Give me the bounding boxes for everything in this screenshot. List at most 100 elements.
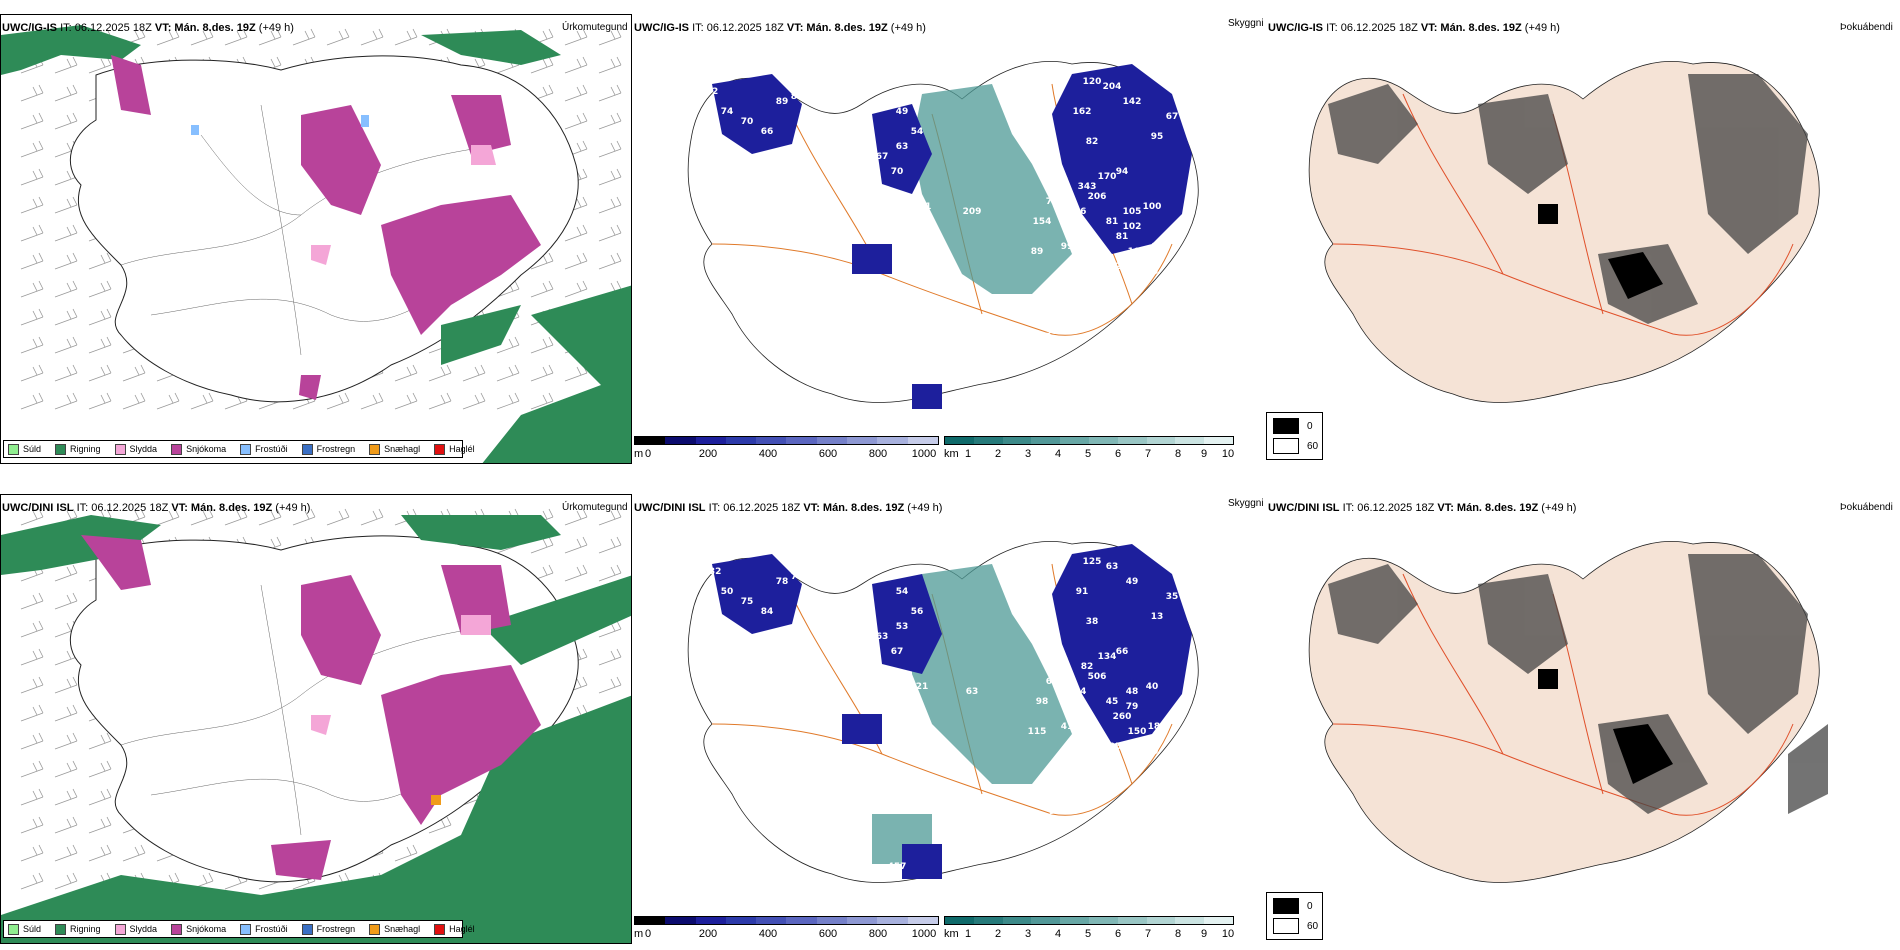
legend-label: Snæhagl (384, 924, 421, 934)
fog-swatch (1273, 898, 1299, 914)
cloud-height-label: 84 (761, 607, 774, 617)
wind-barb (88, 336, 112, 354)
legend-swatch (171, 923, 183, 935)
cloudbase-tick: 200 (698, 448, 718, 460)
wind-barb (598, 112, 622, 130)
valid-time: Mán. 8.des. 19Z (1456, 502, 1539, 514)
cloud-height-label: 74 (721, 107, 734, 117)
cloud-height-label: 37 (891, 382, 904, 392)
legend-label: Frostúði (255, 924, 288, 934)
fog-legend-item: 60 (1273, 438, 1318, 454)
cloud-height-label: 66 (1116, 647, 1129, 657)
cloud-height-label: 87 (1056, 177, 1069, 187)
legend-swatch (240, 923, 252, 935)
wind-barb (530, 364, 554, 382)
wind-barb (54, 816, 78, 834)
lead-time: (+49 h) (890, 22, 926, 34)
cloud-height-label: 132 (1103, 262, 1122, 272)
wind-barb (122, 364, 146, 382)
legend-item: Haglél (434, 923, 475, 935)
cloud-height-label: 90 (1146, 747, 1159, 757)
model-name: UWC/IG-IS (634, 22, 689, 34)
wind-barb (190, 28, 214, 46)
legend-swatch (8, 923, 19, 935)
cloud-height-label: 56 (911, 607, 924, 617)
cloud-height-label: 132 (703, 567, 722, 577)
cloud-height-label: 65 (856, 612, 869, 622)
wind-barb (20, 364, 44, 382)
lead-time: (+49 h) (258, 22, 294, 34)
visibility-tick: 7 (1144, 928, 1152, 940)
wind-barb (20, 140, 44, 158)
cloud-height-label: 54 (896, 587, 909, 597)
cloudbase-tick: 600 (818, 928, 838, 940)
visibility-tick: 4 (1054, 928, 1062, 940)
wind-barb (54, 308, 78, 326)
cloud-height-label: 105 (1123, 207, 1142, 217)
legend-item: Rigning (55, 923, 101, 935)
legend-swatch (55, 443, 67, 455)
wind-barb (54, 112, 78, 130)
legend-label: Slydda (129, 924, 158, 934)
cloud-height-label: 76 (1046, 197, 1059, 207)
wind-barb (54, 564, 78, 582)
cloud-height-label: 99 (1061, 242, 1074, 252)
cloud-height-label: 67 (876, 152, 889, 162)
cloud-height-label: 102 (1123, 222, 1142, 232)
cloud-height-label: 101 (913, 202, 932, 212)
wind-barb (598, 140, 622, 158)
wind-barb (20, 508, 44, 526)
cloudbase-tick: 400 (758, 928, 778, 940)
cloud-height-label: 125 (1083, 557, 1102, 567)
cloudbase-tick: 800 (868, 928, 888, 940)
wind-barb (156, 392, 180, 410)
legend-swatch (301, 923, 313, 935)
legend-swatch (240, 443, 252, 455)
cloud-height-label: 103 (1043, 157, 1062, 167)
wind-barb (54, 364, 78, 382)
valid-time-label: VT: (171, 502, 188, 514)
wind-barb (598, 196, 622, 214)
wind-barb (462, 364, 486, 382)
legend-label: Snjókoma (186, 444, 227, 454)
visibility-tick: 6 (1114, 448, 1122, 460)
wind-barb (20, 648, 44, 666)
iceland-outline (69, 55, 579, 403)
wind-barb (598, 252, 622, 270)
wind-barb (20, 336, 44, 354)
cloud-height-label: 67 (1056, 657, 1069, 667)
model-name: UWC/IG-IS (2, 22, 57, 34)
wind-barb (564, 84, 588, 102)
valid-time-label: VT: (803, 502, 820, 514)
cloud-height-label: 206 (1088, 192, 1107, 202)
visibility-tick: 10 (1221, 448, 1235, 460)
wind-barb (530, 336, 554, 354)
iceland-outline (69, 535, 579, 883)
rain-area (1, 25, 631, 463)
cloud-height-label: 13 (1151, 612, 1164, 622)
wind-barb (54, 84, 78, 102)
cloud-height-label: 108 (1128, 247, 1147, 257)
cloud-height-label: 61 (896, 222, 909, 232)
fog-header-2: UWC/DINI ISL IT: 06.12.2025 18Z VT: Mán.… (1268, 502, 1576, 514)
visibility-unit: km (944, 928, 959, 940)
cloud-height-label: 69 (1046, 677, 1059, 687)
wind-barb (54, 392, 78, 410)
wind-barb (20, 392, 44, 410)
wind-barb (564, 280, 588, 298)
wind-barb (428, 392, 452, 410)
legend-label: Snæhagl (384, 444, 421, 454)
legend-item: Rigning (55, 443, 101, 455)
visibility-tick: 9 (1200, 448, 1208, 460)
init-time: IT: 06.12.2025 18Z (60, 22, 152, 34)
cloud-height-label: 59 (726, 62, 739, 72)
cloud-height-label: 53 (896, 622, 909, 632)
wind-barb (564, 112, 588, 130)
precip-map-panel-1: Súld Rigning Slydda Snjókoma Frostúði Fr… (0, 14, 632, 464)
model-name: UWC/DINI ISL (2, 502, 74, 514)
visibility-tick: 3 (1024, 448, 1032, 460)
wind-barb (496, 336, 520, 354)
wind-barb (360, 28, 384, 46)
